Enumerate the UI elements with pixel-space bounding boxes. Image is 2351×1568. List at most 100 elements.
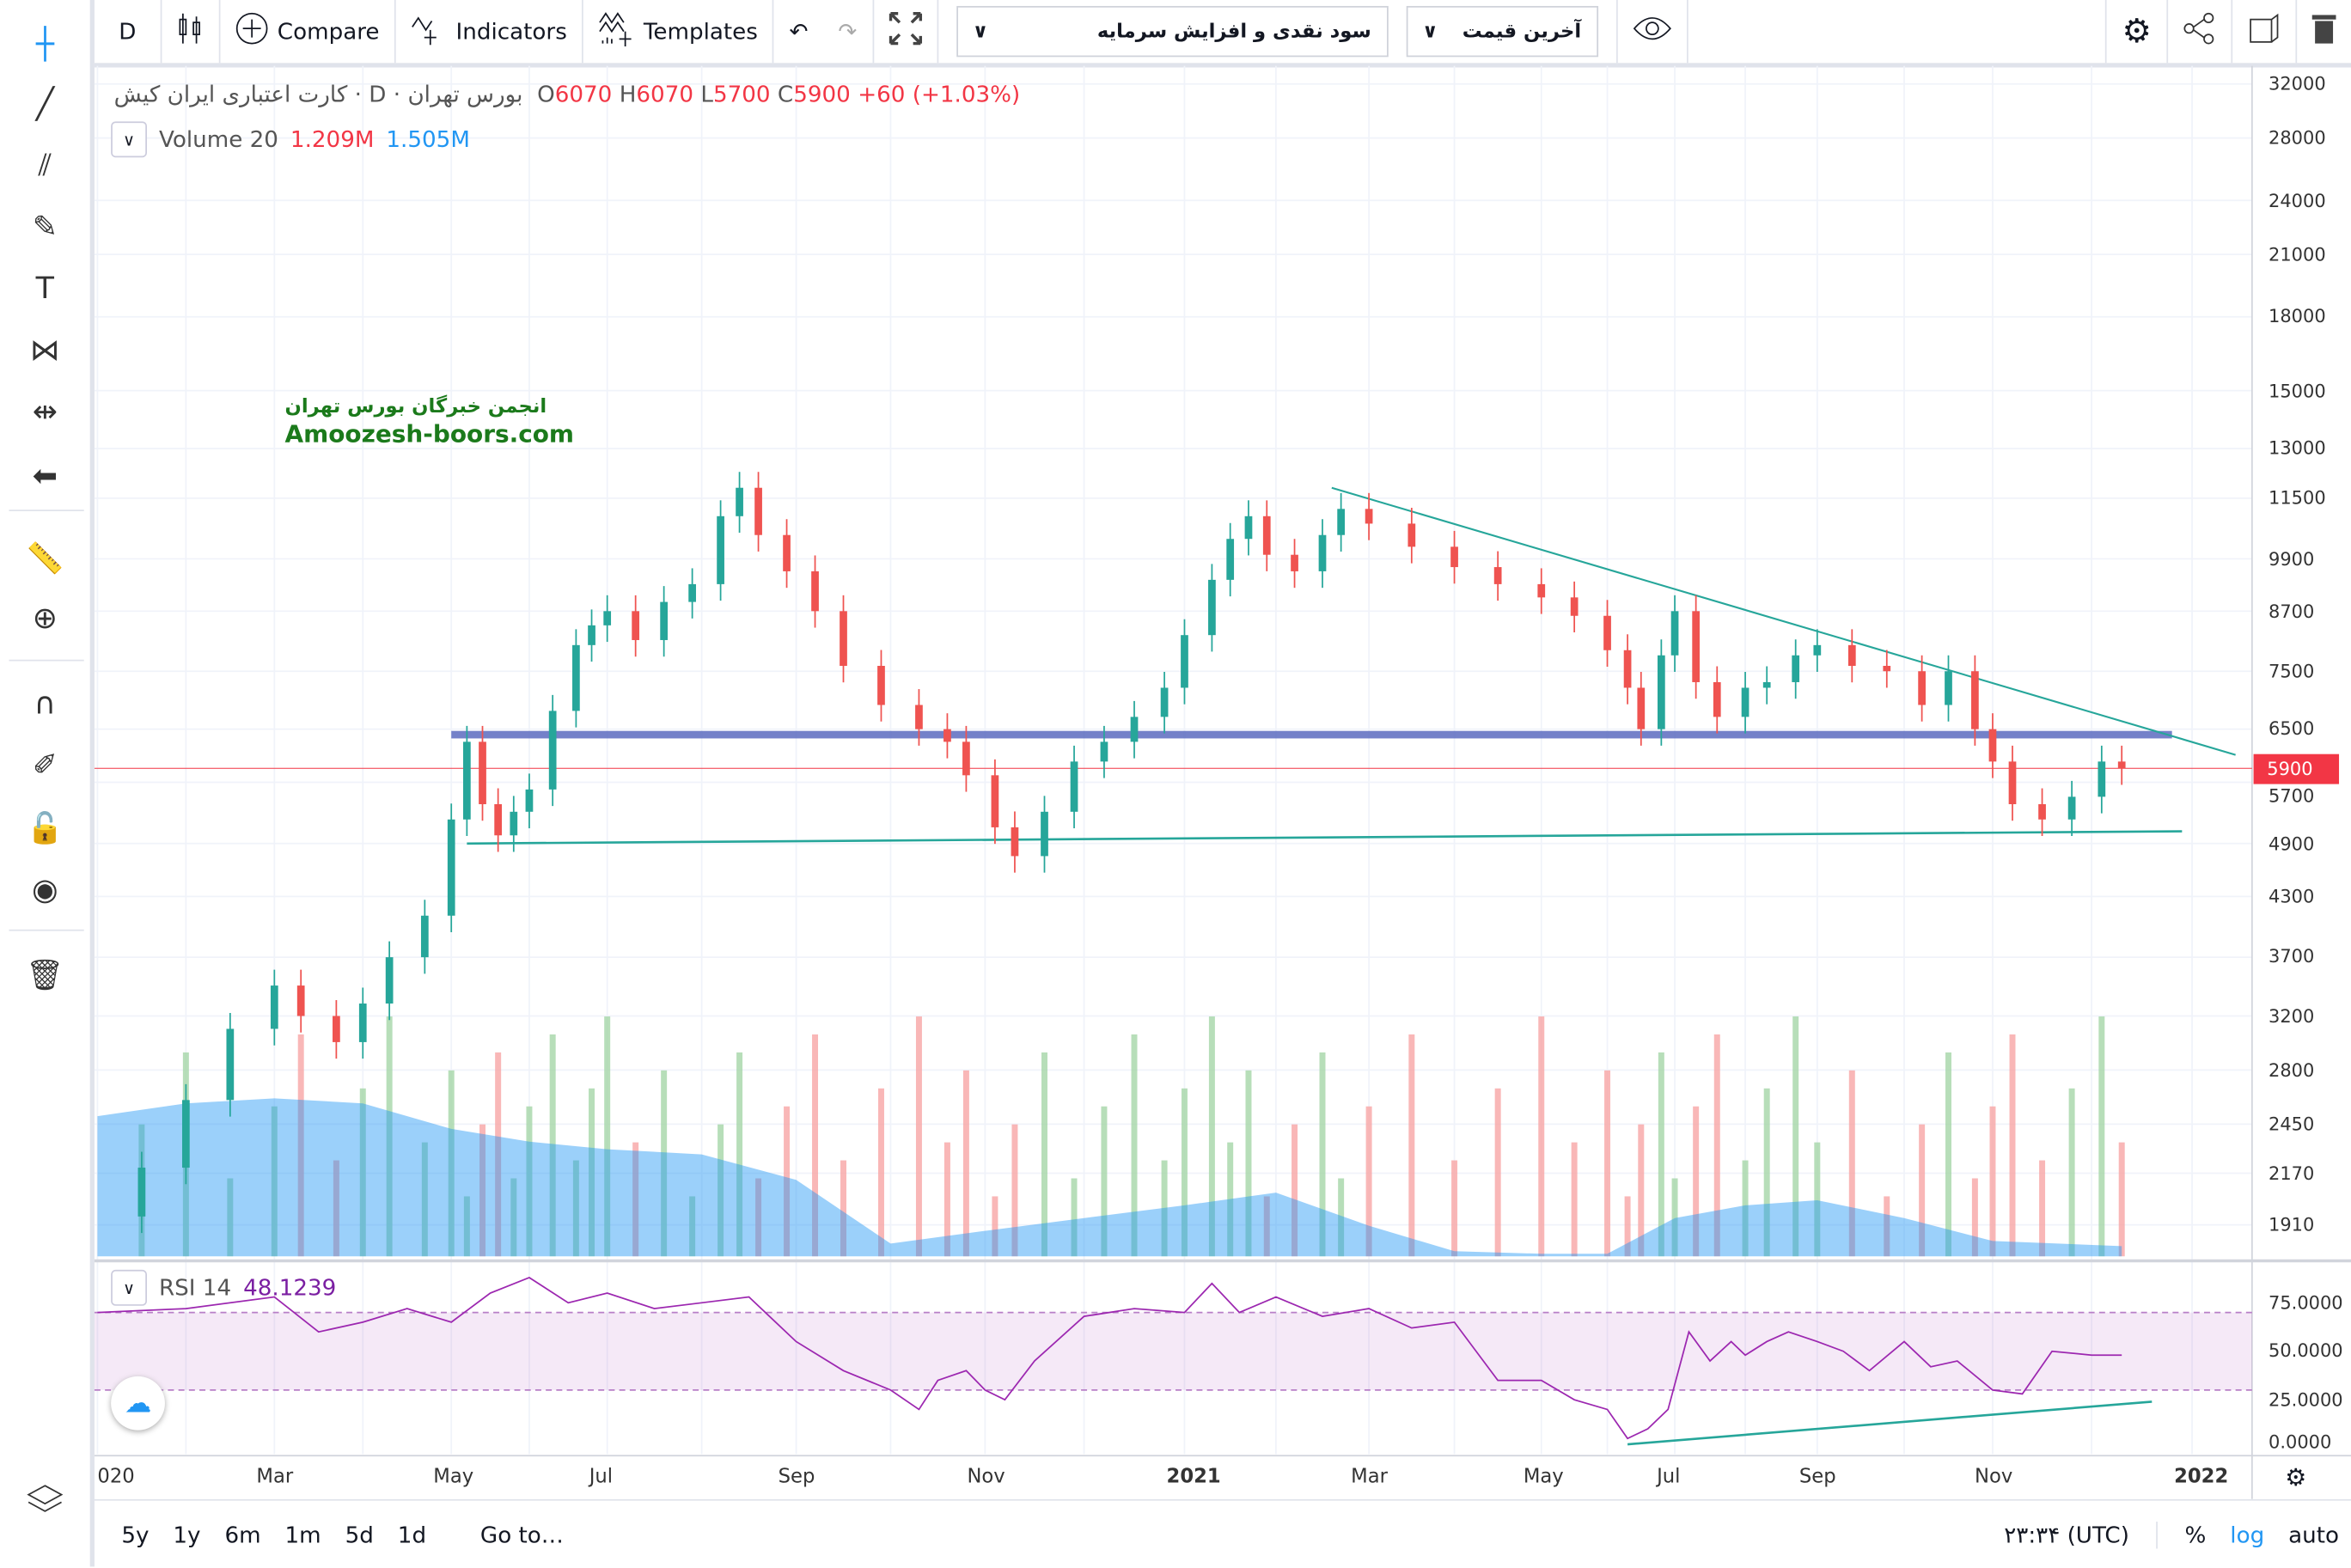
templates-button[interactable]: Templates [583,0,775,64]
magnet-tool[interactable]: ∩ [15,678,75,729]
candle-body [1070,761,1078,812]
magnet-icon: ∩ [34,685,57,722]
candle-body [296,985,305,1016]
lock-drawing-tool[interactable]: ✐ [15,739,75,790]
candle-body [358,1004,367,1042]
price-tick-label: 3200 [2269,1005,2315,1027]
low-label: L [700,81,713,108]
collapse-volume-button[interactable]: ∨ [111,121,148,158]
undo-button[interactable]: ↶ [774,0,823,63]
price-source-value: آخرین قیمت [1462,20,1582,43]
range-1y-button[interactable]: 1y [173,1521,201,1548]
candle-body [660,601,669,640]
watermark: انجمن خبرگان بورس تهران Amoozesh-boors.c… [285,394,574,448]
close-value: 5900 [793,81,851,108]
snapshot-button[interactable] [2232,0,2298,64]
collapse-rsi-button[interactable]: ∨ [111,1269,148,1306]
indicators-button[interactable]: Indicators [396,0,584,64]
range-1m-button[interactable]: 1m [284,1521,321,1548]
price-tick-label: 4900 [2269,833,2315,854]
brush-tool[interactable]: ✎ [15,201,75,252]
pattern-icon: ⋈ [29,331,60,368]
auto-toggle[interactable]: auto [2288,1521,2340,1548]
tradingview-logo[interactable]: ☁ [111,1376,165,1431]
volume-bar [1638,1124,1645,1257]
ruler-tool[interactable]: 📏 [15,532,75,583]
candle-body [1792,655,1800,682]
settings-button[interactable]: ⚙ [2105,0,2169,64]
chart-type-button[interactable] [162,0,221,64]
volume-bar [1763,1088,1770,1257]
candle-body [1208,579,1216,636]
candle-body [1603,615,1611,650]
range-6m-button[interactable]: 6m [224,1521,261,1548]
volume-bar [1263,1196,1270,1257]
pitchfork-tool[interactable]: ⫽ [15,139,75,190]
fullscreen-button[interactable] [874,0,938,64]
trash-icon: 🗑 [26,956,64,993]
candle-body [2038,804,2046,820]
price-tick-label: 2800 [2269,1059,2315,1081]
object-tree-button[interactable] [26,1481,64,1526]
range-5d-button[interactable]: 5d [345,1521,374,1548]
goto-button[interactable]: Go to… [479,1521,565,1548]
candle-body [1262,516,1271,555]
delete-button[interactable] [2297,0,2351,63]
candle-body [270,985,278,1029]
text-tool[interactable]: T [15,262,75,313]
volume-bar [572,1160,579,1257]
volume-bar [1945,1052,1951,1257]
volume-bar [2068,1088,2075,1257]
volume-bar [992,1196,998,1257]
chevron-down-icon: ∨ [972,20,989,43]
time-axis[interactable]: 020 Mar May Jul Sep Nov 2021 Mar May Jul Sep Nov 202… [95,1457,2254,1499]
interval-button[interactable]: D [95,0,162,64]
back-arrow-tool[interactable]: ⬅ [15,449,75,500]
volume-bar [1365,1106,1372,1257]
volume-bar [1181,1088,1188,1257]
bottom-toolbar: 5y 1y 6m 1m 5d 1d Go to… ۲۳:۳۴ (UTC) % log au… [94,1498,2351,1568]
compare-button[interactable]: Compare [221,0,396,64]
candle-body [1244,516,1253,540]
candle-body [943,729,951,742]
candle-body [1160,687,1169,717]
crosshair-tool[interactable]: ┼ [15,18,75,69]
price-chart[interactable] [0,0,2351,1499]
volume-bar [1742,1160,1749,1257]
log-toggle[interactable]: log [2230,1521,2265,1548]
visibility-button[interactable] [1615,0,1688,64]
timezone-clock[interactable]: ۲۳:۳۴ (UTC) [1992,1521,2159,1548]
volume-bar [463,1196,470,1257]
prediction-tool[interactable]: ⇹ [15,385,75,436]
volume-bar [1101,1106,1108,1257]
axis-settings-button[interactable]: ⚙ [2285,1463,2306,1492]
trend-line-tool[interactable]: ╱ [15,78,75,129]
toolbar-divider [9,509,84,512]
candle-body [688,583,696,602]
volume-bar [549,1034,556,1257]
trend-line-icon: ╱ [35,85,54,122]
percent-toggle[interactable]: % [2184,1521,2207,1548]
redo-button[interactable]: ↷ [823,0,874,64]
candle-body [1692,611,1701,682]
price-axis[interactable]: 32000 28000 24000 21000 18000 15000 13000 11500… [2253,0,2351,1499]
eye-tool[interactable]: ◉ [15,863,75,914]
candle-body [510,811,518,836]
volume-bar [1408,1034,1415,1257]
share-button[interactable] [2168,0,2233,64]
price-source-dropdown[interactable]: آخرین قیمت ∨ [1405,5,1598,58]
range-5y-button[interactable]: 5y [121,1521,150,1548]
candle-body [1011,827,1019,857]
adjustment-dropdown[interactable]: سود نقدی و افزایش سرمایه ∨ [956,5,1389,58]
pattern-tool[interactable]: ⋈ [15,324,75,375]
unlock-tool[interactable]: 🔓 [15,802,75,853]
trash-tool[interactable]: 🗑 [15,949,75,1000]
adjustment-value: سود نقدی و افزایش سرمایه [1096,20,1371,43]
brush-icon: ✎ [32,208,58,245]
candle-body [525,789,534,812]
candle-body [1883,665,1891,672]
range-1d-button[interactable]: 1d [397,1521,427,1548]
volume-bar [271,1106,278,1257]
zoom-in-tool[interactable]: ⊕ [15,592,75,643]
volume-bar [755,1178,762,1257]
